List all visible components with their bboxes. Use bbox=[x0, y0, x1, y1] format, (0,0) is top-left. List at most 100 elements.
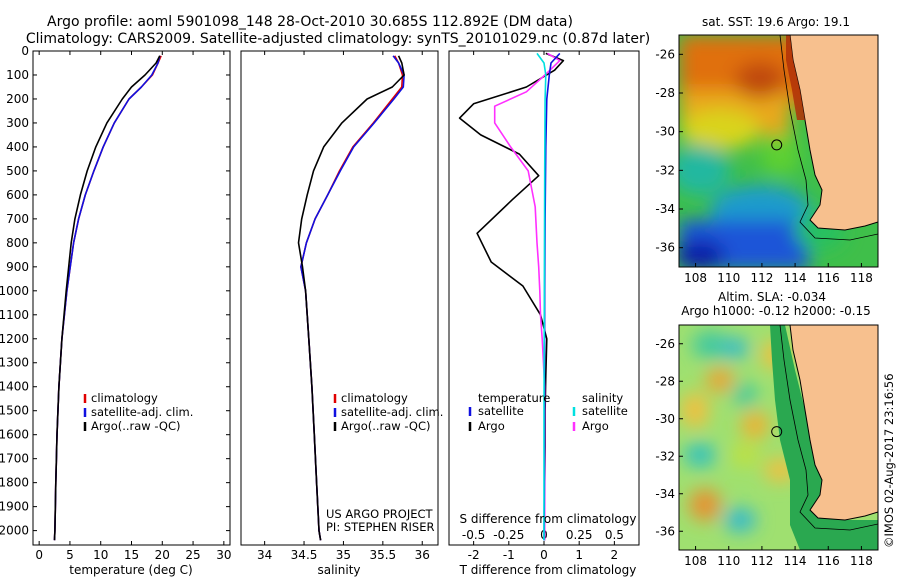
s-diff-tick-label: -0.5 bbox=[462, 528, 485, 542]
map-x-tick-label: 118 bbox=[850, 271, 873, 285]
depth-tick-label: 1500 bbox=[0, 404, 29, 418]
figure-title-line1: Argo profile: aoml 5901098_148 28-Oct-20… bbox=[47, 14, 573, 30]
x-tick-label: 0 bbox=[35, 548, 43, 562]
t-diff-tick-label: 0 bbox=[540, 548, 548, 562]
sla-argo-position-marker bbox=[771, 426, 783, 438]
legend-entry: satellite bbox=[582, 404, 628, 418]
t-diff-tick-label: -2 bbox=[468, 548, 480, 562]
depth-tick-label: 1800 bbox=[0, 476, 29, 490]
temperature-xlabel: temperature (deg C) bbox=[69, 563, 192, 577]
legend-entry: Argo bbox=[582, 419, 609, 433]
t-difference-label: T difference from climatology bbox=[459, 563, 637, 577]
map-y-tick-label: -28 bbox=[655, 86, 675, 100]
depth-tick-label: 900 bbox=[6, 260, 29, 274]
s-diff-tick-label: 0.25 bbox=[566, 528, 593, 542]
x-tick-label: 34 bbox=[257, 548, 272, 562]
sst-map-title: sat. SST: 19.6 Argo: 19.1 bbox=[702, 15, 850, 29]
map-y-tick-label: -36 bbox=[655, 241, 675, 255]
depth-tick-label: 1900 bbox=[0, 500, 29, 514]
imos-credit: ©IMOS 02-Aug-2017 23:16:56 bbox=[882, 373, 896, 548]
depth-tick-label: 800 bbox=[6, 236, 29, 250]
sla-map-title-line2: Argo h1000: -0.12 h2000: -0.15 bbox=[681, 304, 871, 318]
sla-map-panel: Altim. SLA: -0.034 Argo h1000: -0.12 h20… bbox=[655, 290, 879, 568]
pi-annotation: PI: STEPHEN RISER bbox=[326, 520, 435, 534]
sst-map-panel: sat. SST: 19.6 Argo: 19.1 108 110 112 114 11… bbox=[655, 15, 879, 285]
series-line bbox=[536, 52, 547, 541]
depth-tick-label: 1400 bbox=[0, 380, 29, 394]
depth-tick-label: 100 bbox=[6, 68, 29, 82]
depth-tick-label: 1300 bbox=[0, 356, 29, 370]
difference-legend: temperature salinitysatelliteArgosatellit… bbox=[468, 391, 628, 433]
x-tick-label: 10 bbox=[93, 548, 108, 562]
depth-tick-label: 1600 bbox=[0, 428, 29, 442]
legend-entry: climatology bbox=[341, 391, 408, 405]
sla-shelf-contour bbox=[779, 325, 878, 531]
salinity-axes-frame bbox=[240, 50, 439, 546]
map-y-tick-label: -28 bbox=[655, 374, 675, 388]
x-tick-label: 34.5 bbox=[291, 548, 318, 562]
map-x-tick-label: 114 bbox=[784, 271, 807, 285]
map-x-tick-label: 112 bbox=[750, 271, 773, 285]
x-tick-label: 36 bbox=[415, 548, 430, 562]
legend-entry: Argo bbox=[478, 419, 505, 433]
sla-map-title-line1: Altim. SLA: -0.034 bbox=[718, 290, 826, 304]
s-diff-tick-label: -0.25 bbox=[493, 528, 524, 542]
legend-entry: satellite-adj. clim. bbox=[91, 405, 193, 419]
map-y-tick-label: -32 bbox=[655, 449, 675, 463]
legend-title: salinity bbox=[582, 391, 623, 405]
temperature-series bbox=[53, 55, 162, 541]
sst-map-ticks: 108 110 112 114 116 118 -26 -28 -30 -32 -34 -36 bbox=[655, 47, 872, 285]
project-annotation: US ARGO PROJECT bbox=[326, 507, 434, 521]
map-x-tick-label: 116 bbox=[817, 554, 840, 568]
x-tick-label: 15 bbox=[124, 548, 139, 562]
figure-title-line2: Climatology: CARS2009. Satellite-adjuste… bbox=[26, 31, 650, 47]
map-x-tick-label: 108 bbox=[684, 554, 707, 568]
legend-entry: satellite-adj. clim. bbox=[341, 405, 443, 419]
map-y-tick-label: -30 bbox=[655, 412, 675, 426]
difference-x-ticks: -2 -1 0 1 2-0.5 -0.25 0 0.25 0.5 bbox=[462, 51, 624, 562]
series-line bbox=[53, 55, 161, 541]
t-diff-tick-label: 2 bbox=[611, 548, 619, 562]
sst-shelf-contour bbox=[779, 35, 878, 241]
map-y-tick-label: -26 bbox=[655, 47, 675, 61]
map-y-tick-label: -36 bbox=[655, 524, 675, 538]
t-diff-tick-label: -1 bbox=[503, 548, 515, 562]
depth-tick-label: 200 bbox=[6, 92, 29, 106]
salinity-xlabel: salinity bbox=[317, 563, 360, 577]
sla-map-field bbox=[679, 325, 878, 550]
x-tick-label: 35 bbox=[336, 548, 351, 562]
sla-map-frame bbox=[678, 324, 879, 551]
salinity-series bbox=[297, 55, 405, 541]
sla-landmass bbox=[789, 325, 878, 521]
depth-tick-label: 1700 bbox=[0, 452, 29, 466]
difference-panel: -2 -1 0 1 2-0.5 -0.25 0 0.25 0.5 S difference fr… bbox=[448, 50, 640, 577]
x-tick-label: 25 bbox=[185, 548, 200, 562]
depth-tick-label: 2000 bbox=[0, 524, 29, 538]
t-diff-tick-label: 1 bbox=[575, 548, 583, 562]
depth-tick-label: 700 bbox=[6, 212, 29, 226]
map-y-tick-label: -26 bbox=[655, 337, 675, 351]
legend-entry: Argo(..raw -QC) bbox=[341, 419, 431, 433]
sla-map-ticks: 108 110 112 114 116 118 -26 -28 -30 -32 -34 -36 bbox=[655, 337, 872, 568]
sst-map-frame bbox=[678, 34, 879, 268]
map-x-tick-label: 116 bbox=[817, 271, 840, 285]
legend-entry: climatology bbox=[91, 391, 158, 405]
sst-argo-position-marker bbox=[771, 139, 783, 151]
sst-coastal-warm-band bbox=[786, 35, 805, 120]
map-y-tick-label: -34 bbox=[655, 202, 675, 216]
depth-tick-label: 1000 bbox=[0, 284, 29, 298]
map-x-tick-label: 110 bbox=[717, 554, 740, 568]
s-difference-label: S difference from climatology bbox=[460, 512, 637, 526]
depth-tick-label: 600 bbox=[6, 188, 29, 202]
temperature-panel: 0100200300400500600700800900100011001200… bbox=[0, 44, 639, 577]
temperature-axes-frame bbox=[32, 50, 231, 546]
temperature-x-ticks: 0 5 10 15 20 25 30 bbox=[35, 51, 231, 562]
x-tick-label: 35.5 bbox=[369, 548, 396, 562]
depth-tick-label: 1100 bbox=[0, 308, 29, 322]
depth-tick-label: 1200 bbox=[0, 332, 29, 346]
depth-tick-label: 0 bbox=[21, 44, 29, 58]
legend-title: temperature bbox=[478, 391, 550, 405]
